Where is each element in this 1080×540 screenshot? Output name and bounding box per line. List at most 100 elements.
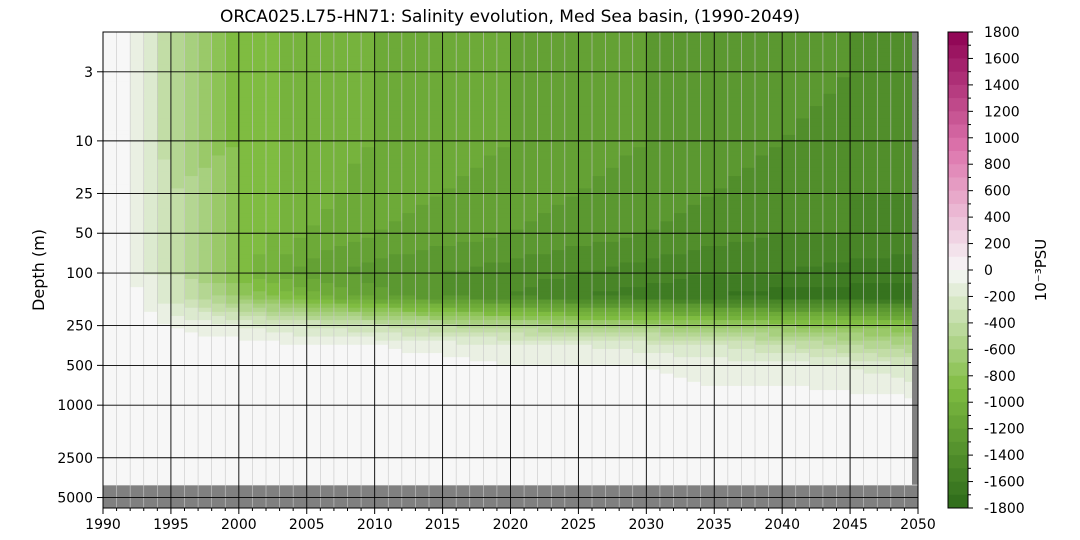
heatmap-cell [401, 241, 417, 247]
heatmap-cell [442, 101, 457, 107]
heatmap-cell [741, 180, 756, 185]
heatmap-cell [170, 159, 186, 165]
heatmap-cell [347, 213, 362, 218]
heatmap-cell [632, 213, 647, 218]
heatmap-cell [116, 373, 131, 379]
heatmap-cell [646, 357, 661, 362]
heatmap-cell [524, 77, 539, 82]
heatmap-cell [143, 213, 158, 218]
heatmap-cell [293, 163, 308, 169]
heatmap-cell [361, 44, 376, 50]
heatmap-cell [619, 151, 634, 157]
heatmap-cell [333, 258, 349, 264]
heatmap-cell [483, 147, 498, 152]
heatmap-cell [456, 60, 471, 66]
heatmap-cell [442, 311, 457, 317]
heatmap-cell [673, 155, 688, 161]
heatmap-cell [632, 151, 647, 157]
heatmap-cell [890, 81, 906, 87]
heatmap-cell [130, 118, 145, 124]
heatmap-cell [551, 159, 566, 165]
heatmap-cell [415, 357, 430, 362]
heatmap-cell [877, 167, 892, 173]
heatmap-cell [157, 130, 172, 136]
heatmap-cell [429, 93, 444, 99]
heatmap-cell [157, 40, 172, 45]
heatmap-cell [415, 97, 430, 103]
heatmap-cell [700, 213, 715, 218]
heatmap-cell [659, 171, 675, 177]
heatmap-cell [225, 365, 240, 371]
heatmap-cell [198, 295, 213, 301]
heatmap-cell [401, 110, 417, 115]
heatmap-cell [429, 307, 444, 313]
heatmap-cell [116, 64, 131, 70]
heatmap-cell [347, 122, 362, 128]
heatmap-cell [904, 93, 919, 99]
heatmap-cell [225, 233, 240, 239]
heatmap-cell [836, 262, 851, 268]
heatmap-cell [755, 192, 770, 198]
heatmap-cell [429, 151, 444, 157]
heatmap-cell [755, 233, 770, 239]
heatmap-cell [850, 151, 865, 157]
heatmap-cell [157, 48, 172, 54]
heatmap-cell [537, 176, 552, 181]
heatmap-cell [659, 36, 675, 41]
heatmap-cell [184, 171, 199, 177]
heatmap-cell [320, 36, 335, 41]
heatmap-cell [850, 143, 865, 148]
heatmap-cell [116, 357, 131, 362]
heatmap-cell [320, 328, 335, 334]
heatmap-cell [904, 361, 919, 366]
heatmap-cell [442, 344, 457, 350]
heatmap-cell [130, 221, 145, 227]
heatmap-cell [632, 266, 647, 272]
heatmap-cell [361, 320, 376, 325]
heatmap-cell [442, 225, 457, 231]
heatmap-cell [170, 126, 186, 132]
heatmap-cell [496, 204, 512, 210]
heatmap-cell [429, 332, 444, 338]
heatmap-cell [714, 196, 729, 202]
heatmap-cell [646, 320, 661, 325]
heatmap-cell [890, 32, 906, 37]
heatmap-cell [469, 208, 484, 214]
heatmap-cell [266, 320, 281, 325]
heatmap-cell [211, 36, 226, 41]
heatmap-cell [442, 130, 457, 136]
heatmap-cell [116, 299, 131, 305]
heatmap-cell [211, 340, 226, 346]
heatmap-cell [429, 56, 444, 62]
heatmap-cell [755, 328, 770, 334]
heatmap-cell [388, 299, 403, 305]
heatmap-cell [687, 196, 702, 202]
heatmap-cell [646, 332, 661, 338]
heatmap-cell [103, 147, 118, 152]
heatmap-cell [320, 229, 335, 235]
heatmap-cell [809, 274, 824, 280]
heatmap-cell [659, 278, 675, 284]
heatmap-cell [293, 114, 308, 120]
heatmap-cell [564, 324, 580, 329]
heatmap-cell [103, 241, 118, 247]
heatmap-cell [904, 348, 919, 354]
heatmap-cell [442, 291, 457, 297]
heatmap-cell [143, 163, 158, 169]
heatmap-cell [741, 283, 756, 288]
heatmap-cell [252, 171, 267, 177]
heatmap-cell [741, 328, 756, 334]
heatmap-cell [809, 176, 824, 181]
heatmap-cell [211, 324, 226, 329]
heatmap-cell [564, 167, 580, 173]
heatmap-cell [333, 328, 349, 334]
heatmap-cell [605, 324, 620, 329]
heatmap-cell [850, 262, 865, 268]
heatmap-cell [143, 336, 158, 342]
heatmap-cell [266, 229, 281, 235]
heatmap-cell [252, 106, 267, 111]
heatmap-cell [632, 348, 647, 354]
heatmap-cell [632, 52, 647, 58]
heatmap-cell [727, 32, 743, 37]
heatmap-cell [252, 147, 267, 152]
